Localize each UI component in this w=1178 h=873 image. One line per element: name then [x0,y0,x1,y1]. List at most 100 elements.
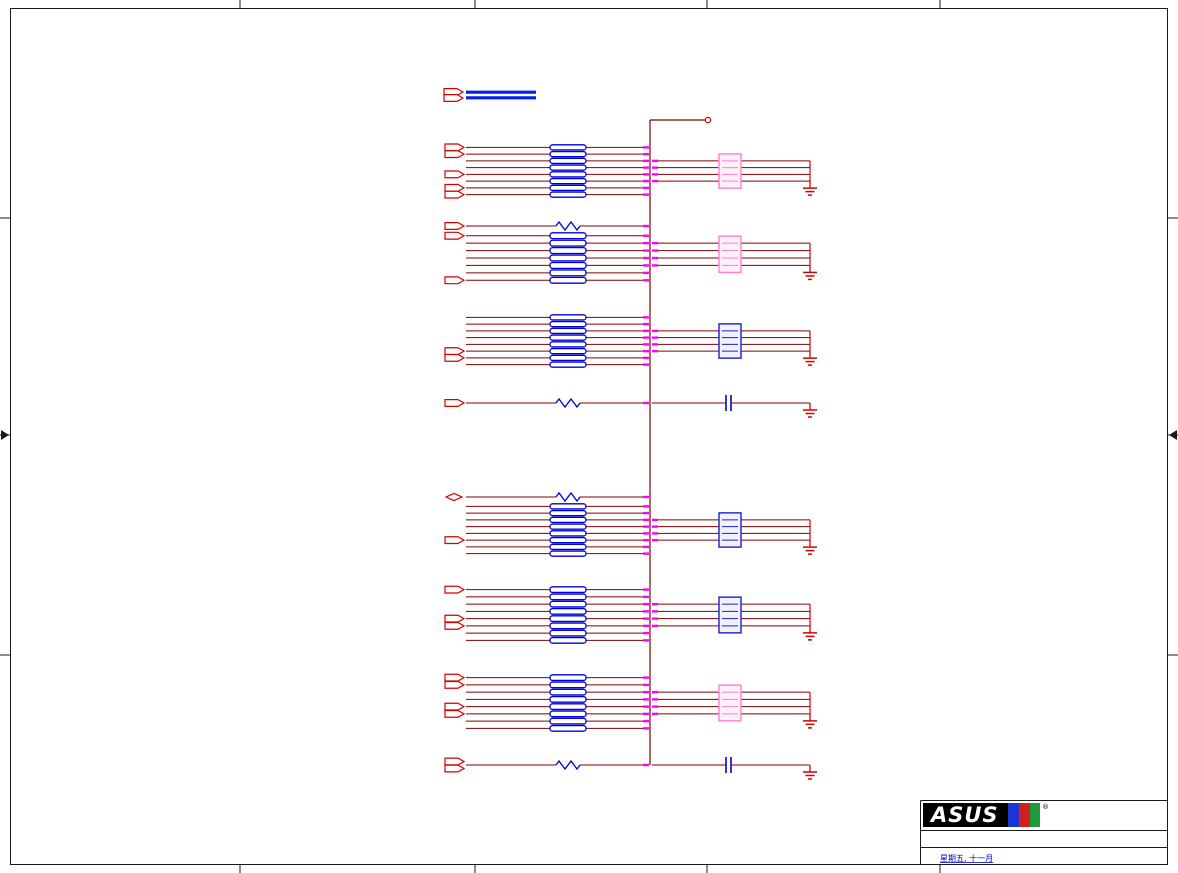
junction-dot [652,525,658,528]
junction-dot [643,234,649,237]
termination-body [718,684,742,722]
resistor-pack-cell [549,327,587,335]
junction-dot [643,356,649,360]
junction-dot [643,249,649,252]
junction-dot [652,349,658,353]
junction-dot [643,336,649,339]
junction-dot [643,159,649,163]
connector-arrow-icon [444,399,466,407]
zone-arrow-icon [1,430,9,440]
junction-dot [643,545,649,549]
junction-dot [652,166,658,169]
resistor-pack-cell [549,347,587,355]
ground-icon [803,351,817,366]
junction-dot [652,256,658,260]
junction-dot [652,602,658,606]
junction-dot [643,719,649,723]
connector-arrow-icon [444,621,466,630]
resistor-pack-cell [549,523,587,530]
connector-arrow-icon [444,702,466,711]
junction-dot [643,224,649,228]
resistor-pack-cell [549,516,587,524]
connector-arrow-icon [444,150,466,159]
resistor-pack-cell [549,354,587,362]
resistor-pack-cell [549,157,587,165]
logo-stripe-red [1019,803,1030,827]
junction-dot [643,595,649,599]
connector-arrow-icon [444,757,466,766]
junction-dot [652,538,658,542]
connector-arrow-icon [444,183,466,192]
junction-dot [643,186,649,190]
connector-arrow-icon [444,347,466,356]
vertical-bus [649,116,712,765]
junction-dot [643,617,649,620]
connector-arrow-icon [444,585,466,594]
junction-dot [652,532,658,535]
connector-arrow-icon [444,673,466,682]
junction-dot [652,264,658,267]
junction-dot [643,329,649,333]
resistor-pack-cell [549,681,587,689]
resistor-pack-cell [549,550,587,557]
junction-dot [652,705,658,708]
resistor-pack-cell [549,171,587,178]
termination-body [718,153,742,189]
resistor-pack-cell [549,334,587,341]
resistor-pack-cell [549,586,587,594]
resistor-pack-cell [549,144,587,151]
resistor-pack-cell [549,341,587,348]
resistor-pack-cell [549,269,587,277]
junction-dot [643,705,649,708]
connector-arrow-icon [444,536,466,545]
asus-logo-text: ASUS [929,803,999,827]
junction-dot [643,532,649,535]
junction-dot [643,525,649,528]
resistor-pack-cell [549,247,587,255]
connector-diamond-icon [444,492,464,502]
connector-arrow-icon [444,680,466,689]
sheet-border [10,8,1168,865]
junction-dot [643,602,649,606]
junction-dot [652,624,658,628]
ground-icon [803,765,817,780]
junction-dot [643,676,649,679]
resistor-zigzag-icon [555,491,581,503]
connector-arrow-icon [444,143,466,152]
junction-dot [652,610,658,613]
ground-icon [803,540,817,555]
junction-dot [652,159,658,163]
termination-body [718,512,742,548]
ground-icon [803,403,817,418]
junction-dot [643,264,649,267]
termination-body [718,323,742,359]
connector-arrow-icon [443,93,465,103]
signal-group-4 [444,395,817,418]
resistor-pack-cell [549,703,587,711]
junction-dot [652,329,658,333]
junction-dot [643,193,649,196]
resistor-zigzag-icon [555,220,581,232]
resistor-pack-cell [549,530,587,537]
resistor-pack-cell [549,239,587,247]
junction-dot [643,727,649,730]
registered-mark: ® [1042,803,1049,811]
resistor-pack-cell [549,509,587,517]
signal-group-8 [444,757,817,780]
resistor-pack-cell [549,361,587,368]
resistor-pack-cell [549,254,587,262]
junction-dot [652,336,658,339]
junction-dot [643,179,649,183]
termination-network-blue [718,323,742,359]
resistor-pack-cell [549,724,587,732]
connector-arrow-icon [444,709,466,718]
junction-dot [643,241,649,245]
connector-arrow-icon [444,764,466,773]
junction-dot [652,712,658,716]
resistor-pack-cell [549,261,587,269]
zone-arrow-icon [1169,430,1177,440]
junction-dot [652,343,658,346]
